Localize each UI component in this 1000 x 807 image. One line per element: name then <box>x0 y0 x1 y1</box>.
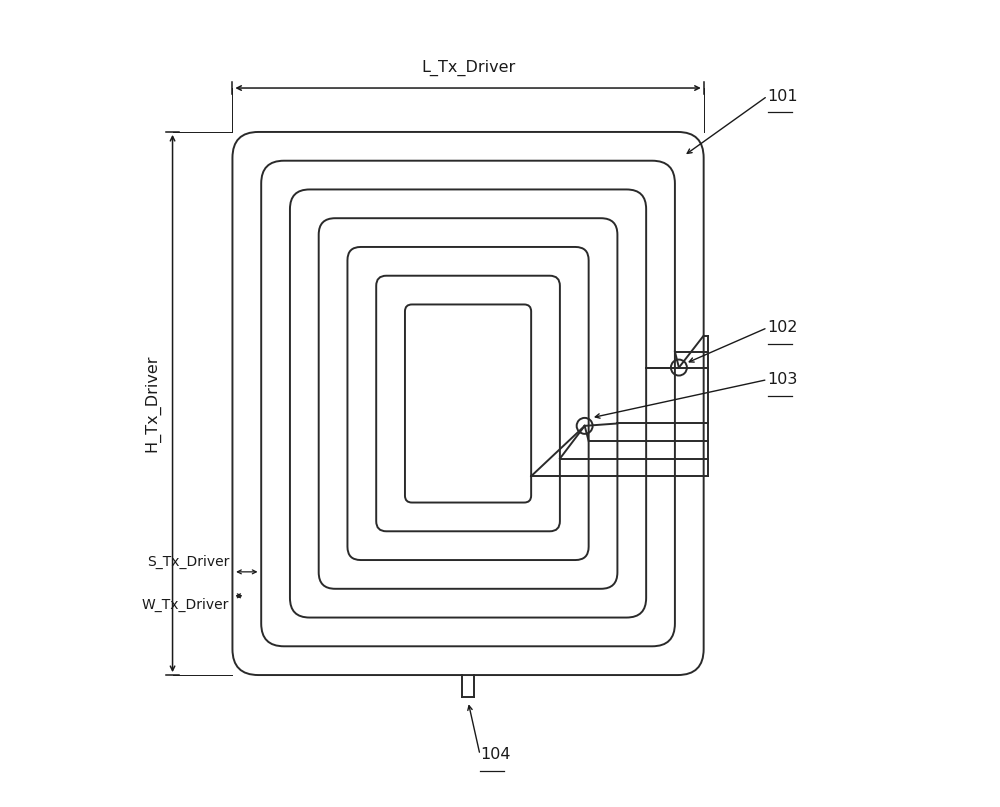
Text: 104: 104 <box>480 747 511 763</box>
Text: L_Tx_Driver: L_Tx_Driver <box>421 60 515 76</box>
Text: S_Tx_Driver: S_Tx_Driver <box>147 555 229 570</box>
Text: 102: 102 <box>768 320 798 335</box>
Text: W_Tx_Driver: W_Tx_Driver <box>141 598 228 613</box>
Text: H_Tx_Driver: H_Tx_Driver <box>144 355 161 452</box>
Text: 103: 103 <box>768 372 798 387</box>
Text: 101: 101 <box>768 89 798 103</box>
